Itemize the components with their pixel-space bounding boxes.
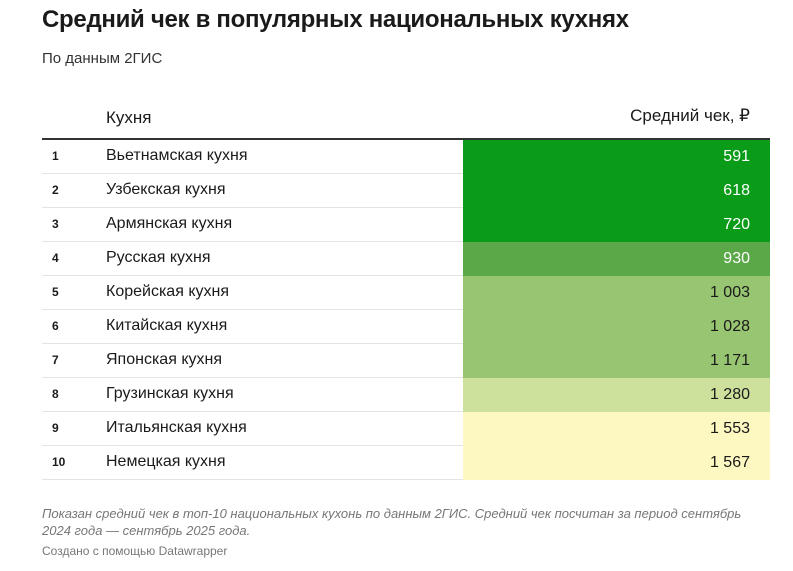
table-row: 8 Грузинская кухня 1 280 xyxy=(42,378,770,412)
title: Средний чек в популярных национальных ку… xyxy=(42,6,629,33)
value-cell: 720 xyxy=(463,208,770,242)
table-header: Кухня Средний чек, ₽ xyxy=(42,96,770,140)
average-check: 1 280 xyxy=(709,386,750,403)
column-header: Средний чек, ₽ xyxy=(630,106,750,125)
value-cell: 1 003 xyxy=(463,276,770,310)
value-cell: 1 280 xyxy=(463,378,770,412)
cuisine-name: Итальянская кухня xyxy=(106,419,247,436)
cuisine-name: Немецкая кухня xyxy=(106,453,226,470)
table-row: 10 Немецкая кухня 1 567 xyxy=(42,446,770,480)
average-check: 1 171 xyxy=(709,352,750,369)
value-cell: 591 xyxy=(463,140,770,174)
cuisine-name: Русская кухня xyxy=(106,249,211,266)
average-check: 720 xyxy=(723,216,750,233)
table-row: 3 Армянская кухня 720 xyxy=(42,208,770,242)
average-check: 1 003 xyxy=(709,284,750,301)
table-row: 1 Вьетнамская кухня 591 xyxy=(42,140,770,174)
average-check: 591 xyxy=(723,148,750,165)
table-row: 2 Узбекская кухня 618 xyxy=(42,174,770,208)
table-row: 4 Русская кухня 930 xyxy=(42,242,770,276)
cuisine-name: Китайская кухня xyxy=(106,317,228,334)
cuisine-name: Корейская кухня xyxy=(106,283,229,300)
average-check: 930 xyxy=(723,250,750,267)
cuisine-name: Японская кухня xyxy=(106,351,222,368)
rank: 4 xyxy=(52,251,59,265)
value-cell: 1 028 xyxy=(463,310,770,344)
average-check: 618 xyxy=(723,182,750,199)
value-cell: 618 xyxy=(463,174,770,208)
cuisine-name: Вьетнамская кухня xyxy=(106,147,248,164)
rank: 5 xyxy=(52,285,59,299)
footnote: Показан средний чек в топ-10 национальны… xyxy=(42,506,742,538)
rank: 9 xyxy=(52,421,59,435)
table: Кухня Средний чек, ₽ 1 Вьетнамская кухня 5… xyxy=(42,96,770,480)
column-header: Кухня xyxy=(106,108,152,127)
rank: 10 xyxy=(52,455,66,469)
rank: 1 xyxy=(52,149,59,163)
table-row: 7 Японская кухня 1 171 xyxy=(42,344,770,378)
value-cell: 1 171 xyxy=(463,344,770,378)
value-cell: 1 567 xyxy=(463,446,770,480)
rank: 8 xyxy=(52,387,59,401)
cuisine-name: Армянская кухня xyxy=(106,215,233,232)
rank: 2 xyxy=(52,183,59,197)
cuisine-name: Узбекская кухня xyxy=(106,181,226,198)
credit: Создано с помощью Datawrapper xyxy=(42,544,228,558)
average-check: 1 553 xyxy=(709,420,750,437)
table-row: 6 Китайская кухня 1 028 xyxy=(42,310,770,344)
table-row: 9 Итальянская кухня 1 553 xyxy=(42,412,770,446)
value-cell: 930 xyxy=(463,242,770,276)
table-row: 5 Корейская кухня 1 003 xyxy=(42,276,770,310)
rank: 7 xyxy=(52,353,59,367)
rank: 3 xyxy=(52,217,59,231)
value-cell: 1 553 xyxy=(463,412,770,446)
average-check: 1 567 xyxy=(709,454,750,471)
average-check: 1 028 xyxy=(709,318,750,335)
cuisine-name: Грузинская кухня xyxy=(106,385,234,402)
subtitle: По данным 2ГИС xyxy=(42,50,163,67)
rank: 6 xyxy=(52,319,59,333)
